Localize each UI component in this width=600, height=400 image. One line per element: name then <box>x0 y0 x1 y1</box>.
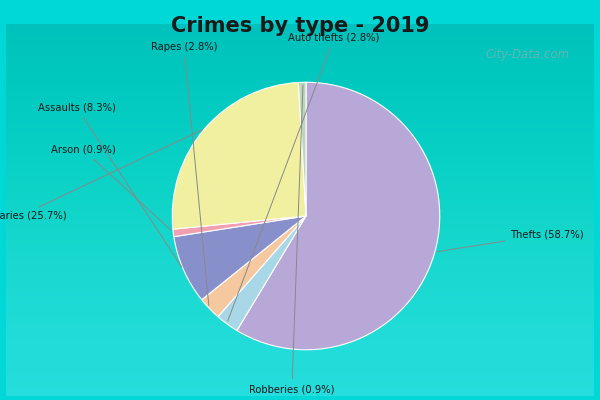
Text: Burglaries (25.7%): Burglaries (25.7%) <box>0 130 202 221</box>
Wedge shape <box>237 82 440 350</box>
Wedge shape <box>218 216 306 330</box>
Wedge shape <box>174 216 306 300</box>
Text: Thefts (58.7%): Thefts (58.7%) <box>437 229 584 252</box>
Text: Robberies (0.9%): Robberies (0.9%) <box>249 85 335 394</box>
Text: Auto thefts (2.8%): Auto thefts (2.8%) <box>227 32 380 321</box>
Wedge shape <box>298 82 306 216</box>
Wedge shape <box>172 82 306 229</box>
Wedge shape <box>202 216 306 317</box>
Text: Assaults (8.3%): Assaults (8.3%) <box>38 102 182 267</box>
Text: Rapes (2.8%): Rapes (2.8%) <box>151 42 217 306</box>
Text: Arson (0.9%): Arson (0.9%) <box>51 145 171 230</box>
Wedge shape <box>173 216 306 237</box>
Text: Crimes by type - 2019: Crimes by type - 2019 <box>171 16 429 36</box>
Text: City-Data.com: City-Data.com <box>486 48 570 61</box>
